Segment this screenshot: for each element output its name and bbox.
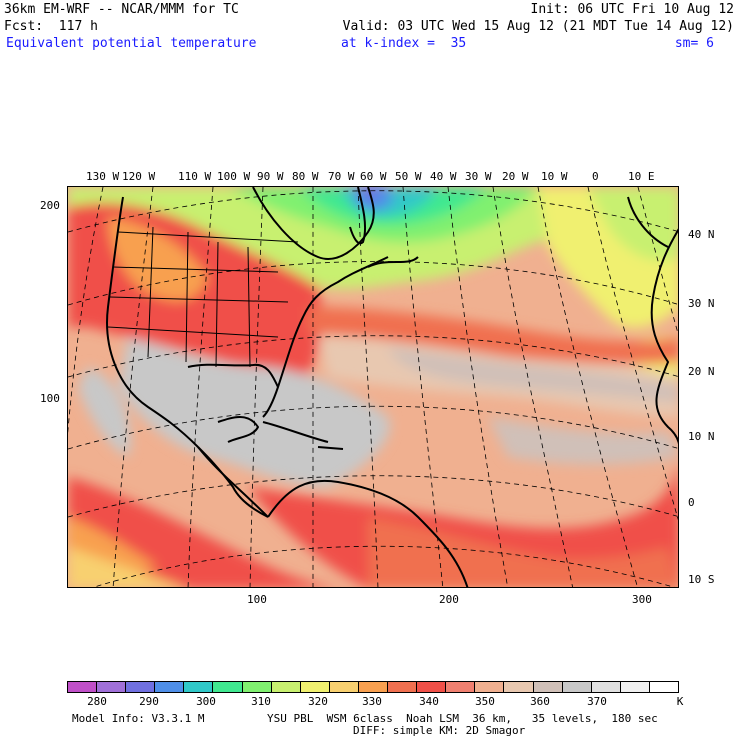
colorbar-swatch <box>388 682 418 692</box>
lat-lon-grid <box>68 187 678 587</box>
colorbar-swatch <box>504 682 534 692</box>
colorbar-label: 360 <box>530 695 550 708</box>
colorbar-swatch <box>446 682 476 692</box>
colorbar-swatch <box>591 682 621 692</box>
grid-label-bottom: 100 <box>247 593 267 606</box>
lon-label: 40 W <box>430 170 457 183</box>
vertical-level: at k-index = 35 <box>341 36 467 51</box>
coastlines <box>106 187 678 587</box>
smoothing-value: sm= 6 <box>674 36 714 51</box>
colorbar-label: 350 <box>475 695 495 708</box>
lat-label: 30 N <box>688 297 715 310</box>
colorbar-swatch <box>126 682 156 692</box>
colorbar-label: 280 <box>87 695 107 708</box>
colorbar-label: 320 <box>308 695 328 708</box>
colorbar-swatch <box>620 682 650 692</box>
colorbar-swatch <box>300 682 330 692</box>
field-name: Equivalent potential temperature <box>6 36 257 51</box>
colorbar-units: K <box>676 695 684 708</box>
colorbar-swatch <box>649 682 678 692</box>
colorbar-swatch <box>329 682 359 692</box>
physics-info: YSU PBL WSM 6class Noah LSM 36 km, 35 le… <box>267 712 658 725</box>
colorbar-swatch <box>358 682 389 692</box>
grid-label-left: 100 <box>40 392 60 405</box>
colorbar-swatch <box>68 682 98 692</box>
forecast-hour: Fcst: 117 h <box>4 19 98 34</box>
colorbar-swatch <box>97 682 127 692</box>
colorbar-label: 340 <box>419 695 439 708</box>
temperature-field <box>68 187 678 587</box>
lon-label: 10 W <box>541 170 568 183</box>
lon-label: 60 W <box>360 170 387 183</box>
lon-label: 100 W <box>217 170 251 183</box>
colorbar-swatch <box>562 682 592 692</box>
colorbar-swatch <box>184 682 214 692</box>
colorbar-label: 370 <box>587 695 607 708</box>
diffusion-info: DIFF: simple KM: 2D Smagor <box>353 724 526 737</box>
colorbar-label: 310 <box>251 695 271 708</box>
lon-label: 70 W <box>328 170 355 183</box>
colorbar-swatch <box>475 682 505 692</box>
model-info: Model Info: V3.3.1 M <box>72 712 205 725</box>
lat-label: 10 N <box>688 430 715 443</box>
lat-label: 20 N <box>688 365 715 378</box>
lon-label: 120 W <box>122 170 156 183</box>
colorbar-swatch <box>213 682 243 692</box>
valid-time: Valid: 03 UTC Wed 15 Aug 12 (21 MDT Tue … <box>342 19 734 34</box>
lon-label: 80 W <box>292 170 319 183</box>
colorbar-swatch <box>533 682 563 692</box>
lon-label: 0 <box>592 170 599 183</box>
lon-label: 130 W <box>86 170 120 183</box>
theta-e-map <box>67 186 679 588</box>
colorbar-swatch <box>271 682 301 692</box>
colorbar-label: 300 <box>196 695 216 708</box>
political-borders <box>107 226 299 368</box>
grid-label-bottom: 200 <box>439 593 459 606</box>
lat-label: 40 N <box>688 228 715 241</box>
model-title: 36km EM-WRF -- NCAR/MMM for TC <box>4 2 239 17</box>
grid-label-left: 200 <box>40 199 60 212</box>
colorbar-label: 330 <box>362 695 382 708</box>
colorbar-swatch <box>155 682 185 692</box>
lon-label: 110 W <box>178 170 212 183</box>
lon-label: 10 E <box>628 170 655 183</box>
lon-label: 20 W <box>502 170 529 183</box>
lon-label: 30 W <box>465 170 492 183</box>
lon-label: 90 W <box>257 170 284 183</box>
colorbar-label: 290 <box>139 695 159 708</box>
lat-label: 10 S <box>688 573 715 586</box>
colorbar-swatch <box>417 682 447 692</box>
grid-label-bottom: 300 <box>632 593 652 606</box>
lon-label: 50 W <box>395 170 422 183</box>
init-time: Init: 06 UTC Fri 10 Aug 12 <box>530 2 735 17</box>
lat-label: 0 <box>688 496 695 509</box>
colorbar-swatch <box>242 682 272 692</box>
colorbar <box>67 681 679 693</box>
map-svg <box>68 187 678 587</box>
